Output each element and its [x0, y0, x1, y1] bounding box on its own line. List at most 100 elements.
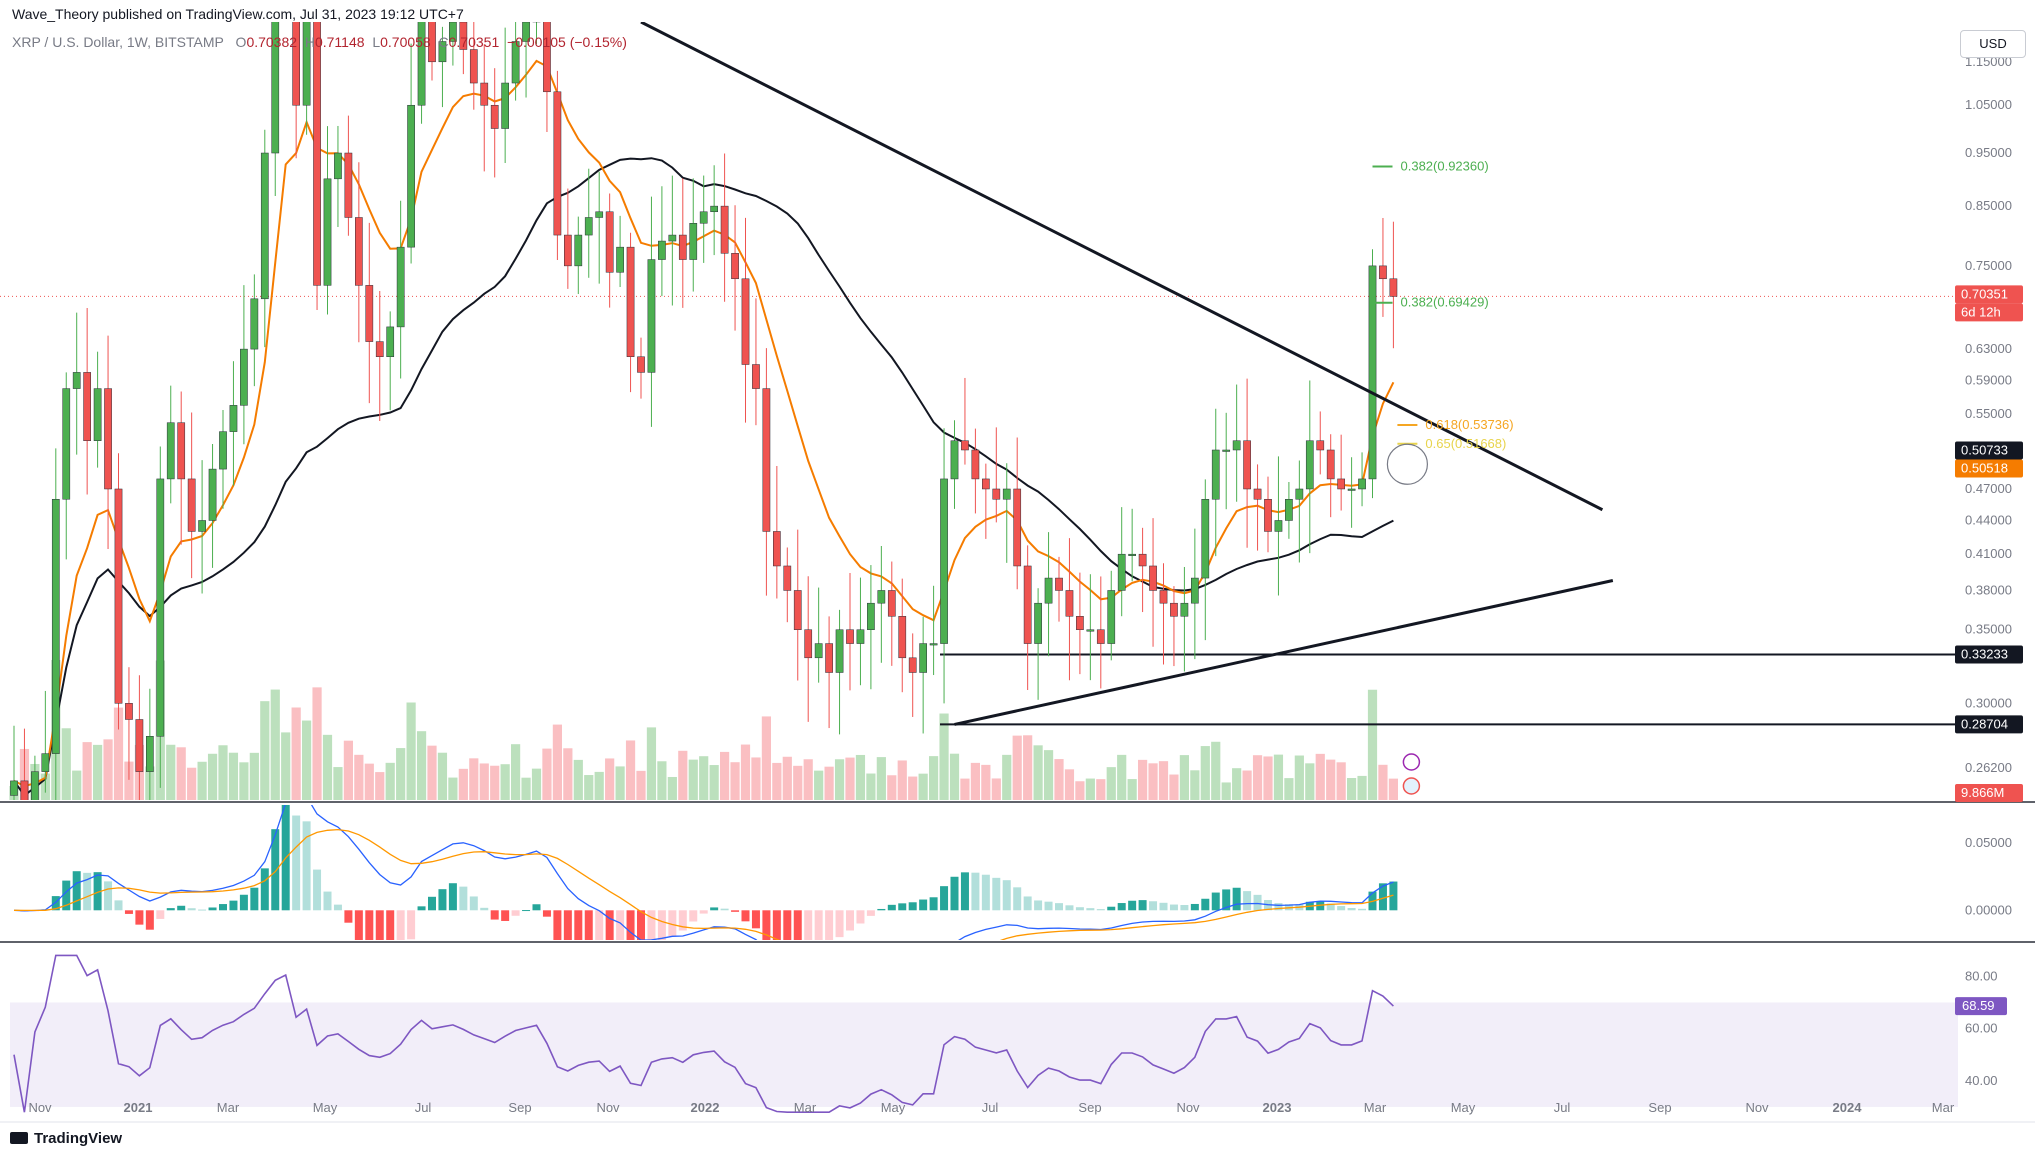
h-label: H — [304, 34, 315, 50]
tradingview-logo[interactable]: TradingView — [10, 1130, 122, 1147]
macd-histogram-bar — [647, 910, 656, 940]
volume-bar — [103, 739, 113, 800]
macd-histogram-bar — [354, 910, 363, 940]
volume-bar — [72, 770, 82, 800]
macd-histogram-bar — [1211, 892, 1220, 911]
candle — [480, 44, 489, 172]
macd-histogram-bar — [1389, 881, 1398, 911]
candle — [908, 633, 917, 717]
macd-histogram-bar — [313, 869, 322, 911]
signal-line — [13, 828, 1394, 940]
o-value: 0.70382 — [246, 34, 298, 50]
candle-body — [1096, 629, 1105, 644]
candle — [292, 22, 300, 159]
candle-body — [961, 440, 969, 451]
candle-body — [992, 488, 1001, 500]
candle — [1180, 566, 1189, 672]
candle-body — [1243, 440, 1251, 490]
candle — [835, 609, 844, 735]
macd-histogram-bar — [1075, 907, 1084, 911]
candle — [856, 577, 865, 686]
volume-bar — [333, 767, 343, 800]
time-tick-label: Mar — [794, 1100, 817, 1115]
volume-bar — [312, 687, 322, 800]
candle-body — [1253, 488, 1262, 500]
tag-bg — [1955, 285, 2023, 304]
candle — [689, 178, 698, 292]
candle — [658, 186, 666, 297]
candle-body — [511, 41, 520, 84]
macd-histogram-bar — [93, 872, 102, 911]
candle-body — [1117, 553, 1126, 591]
candle-body — [710, 205, 718, 213]
alert-bolt-icon — [1402, 753, 1421, 771]
fib-label: 0.382(0.69429) — [1401, 295, 1489, 310]
macd-histogram-bar — [302, 821, 311, 911]
tag-text: 0.33233 — [1961, 646, 2008, 661]
candle — [616, 215, 624, 288]
volume-bar — [1002, 754, 1012, 800]
o-label: O — [235, 34, 247, 50]
macd-histogram-bar — [1107, 906, 1116, 911]
candle — [1034, 588, 1042, 700]
candle — [407, 43, 415, 264]
trendline-ascending-support — [954, 579, 1614, 726]
volume-bar — [1054, 759, 1064, 800]
time-tick-label: Mar — [217, 1100, 240, 1115]
candle-body — [647, 259, 656, 373]
time-tick-label: Nov — [28, 1100, 52, 1115]
candle — [553, 70, 562, 261]
candle — [198, 460, 206, 594]
macd-histogram-bar — [919, 899, 928, 911]
time-tick-label: May — [881, 1100, 906, 1115]
candle-body — [804, 629, 813, 659]
fib-label: 0.618(0.53736) — [1425, 417, 1513, 432]
volume-bar — [573, 759, 583, 800]
candle — [83, 307, 92, 495]
macd-histogram-bar — [898, 903, 907, 911]
candle-body — [1264, 498, 1272, 532]
volume-bar — [427, 745, 437, 800]
candle — [490, 68, 499, 178]
candle — [31, 755, 39, 800]
candle — [877, 545, 886, 663]
price-tick-label: 0.41000 — [1965, 546, 2012, 561]
candle — [1107, 570, 1116, 661]
macd-histogram-bar — [239, 894, 248, 911]
candle-body — [982, 478, 990, 490]
time-tick-label: Nov — [1176, 1100, 1200, 1115]
support-tag: 0.33233 — [1955, 645, 2023, 664]
candle — [41, 690, 50, 793]
macd-histogram-bar — [1149, 901, 1158, 911]
macd-histogram-bar — [940, 886, 949, 911]
candle-body — [637, 356, 645, 373]
time-tick-label: 2023 — [1263, 1100, 1292, 1115]
currency-button[interactable]: USD — [1960, 30, 2026, 58]
candle-body — [83, 372, 92, 441]
c-value: 0.70351 — [448, 34, 500, 50]
candle-body — [856, 629, 865, 644]
tag-bg — [1955, 441, 2023, 460]
macd-histogram-bar — [950, 876, 959, 911]
price-pane: 0.382(0.92360) 0.382(0.69429) 0.618(0.5373… — [0, 22, 2035, 1123]
tag-bg — [1955, 997, 2007, 1016]
candle — [344, 115, 353, 236]
candle-body — [386, 326, 395, 357]
candle — [1023, 545, 1032, 690]
candle — [543, 22, 551, 133]
trendline-descending-resistance — [640, 22, 1604, 512]
volume-bar — [197, 761, 207, 800]
candle-body — [93, 388, 102, 441]
macd-histogram-bar — [657, 910, 666, 940]
symbol-title[interactable]: XRP / U.S. Dollar, 1W, BITSTAMP — [12, 34, 224, 50]
volume-bar — [824, 766, 834, 800]
time-tick-label: Jul — [1554, 1100, 1571, 1115]
price-tick-label: 0.35000 — [1965, 622, 2012, 637]
price-tick-label: 0.59000 — [1965, 372, 2012, 387]
candle — [741, 217, 750, 423]
volume-bar — [970, 762, 980, 800]
macd-histogram-bar — [124, 910, 133, 914]
candle — [313, 22, 321, 310]
candle — [1253, 464, 1262, 551]
